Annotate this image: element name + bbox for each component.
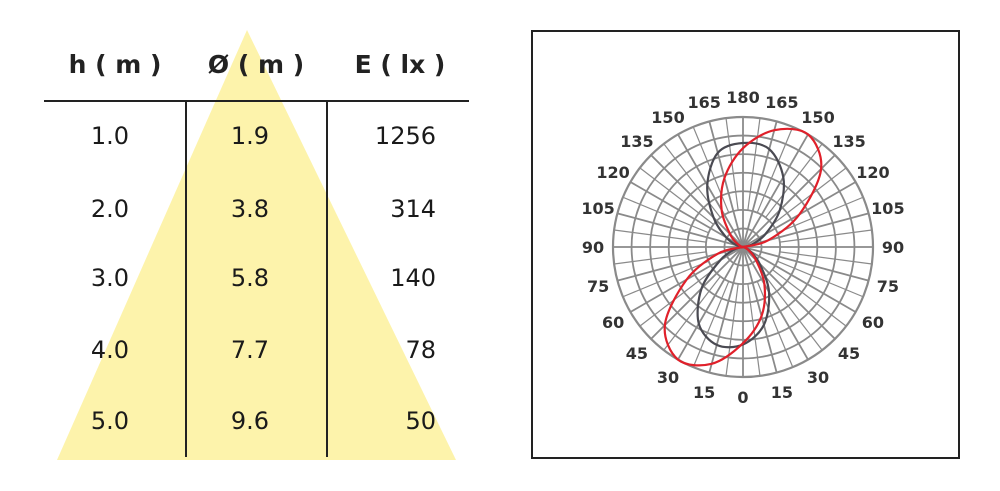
grid-spoke bbox=[614, 251, 707, 265]
polar-light-distribution: 1800165150135120105907560453015165150135… bbox=[581, 88, 904, 407]
angle-label: 165 bbox=[687, 93, 720, 112]
grid-spoke bbox=[772, 269, 847, 327]
cell-diameter: 1.9 bbox=[230, 122, 270, 150]
grid-spoke bbox=[765, 143, 823, 218]
grid-spoke bbox=[765, 276, 823, 351]
header-divider bbox=[44, 100, 469, 102]
grid-spoke bbox=[677, 246, 744, 361]
grid-spoke bbox=[777, 196, 864, 234]
angle-label: 45 bbox=[626, 344, 648, 363]
angle-label: 150 bbox=[801, 108, 834, 127]
angle-label: 105 bbox=[581, 199, 614, 218]
cell-illuminance: 1256 bbox=[374, 122, 436, 150]
angle-label: 165 bbox=[765, 93, 798, 112]
cell-height: 5.0 bbox=[90, 407, 130, 435]
grid-spoke bbox=[692, 281, 730, 368]
grid-spoke bbox=[708, 121, 744, 248]
grid-spoke bbox=[614, 229, 707, 243]
grid-spoke bbox=[663, 143, 721, 218]
grid-spoke bbox=[708, 246, 744, 373]
angle-label: 75 bbox=[587, 277, 609, 296]
angle-label: 60 bbox=[862, 313, 884, 332]
grid-spoke bbox=[692, 126, 730, 213]
grid-spoke bbox=[779, 251, 872, 265]
angle-label: 0 bbox=[737, 388, 748, 407]
header-height: h ( m ) bbox=[68, 50, 162, 79]
grid-spoke bbox=[622, 260, 709, 298]
cell-illuminance: 140 bbox=[390, 264, 436, 292]
grid-spoke bbox=[742, 154, 836, 248]
grid-spoke bbox=[663, 276, 721, 351]
grid-spoke bbox=[742, 246, 869, 282]
grid-spoke bbox=[639, 269, 714, 327]
angle-label: 90 bbox=[882, 238, 904, 257]
angle-label: 120 bbox=[596, 163, 629, 182]
angle-label: 180 bbox=[726, 88, 759, 107]
cell-height: 4.0 bbox=[90, 336, 130, 364]
cell-illuminance: 78 bbox=[405, 336, 436, 364]
grid-spoke bbox=[639, 167, 714, 225]
angle-label: 60 bbox=[602, 313, 624, 332]
angle-label: 135 bbox=[620, 132, 653, 151]
angle-label: 15 bbox=[693, 383, 715, 402]
grid-spoke bbox=[742, 246, 778, 373]
grid-spoke bbox=[742, 133, 809, 248]
cell-illuminance: 314 bbox=[390, 195, 436, 223]
angle-label: 150 bbox=[651, 108, 684, 127]
grid-spoke bbox=[650, 246, 744, 340]
grid-spoke bbox=[622, 196, 709, 234]
beam-cone bbox=[57, 30, 456, 460]
header-illuminance: E ( lx ) bbox=[354, 50, 446, 79]
cell-diameter: 7.7 bbox=[230, 336, 270, 364]
grid-spoke bbox=[747, 118, 761, 211]
grid-spoke bbox=[650, 154, 744, 248]
grid-spoke bbox=[677, 133, 744, 248]
cell-diameter: 9.6 bbox=[230, 407, 270, 435]
angle-label: 120 bbox=[856, 163, 889, 182]
cell-height: 1.0 bbox=[90, 122, 130, 150]
angle-label: 90 bbox=[582, 238, 604, 257]
grid-spoke bbox=[617, 212, 744, 248]
polar-diagram-frame bbox=[531, 30, 960, 459]
cell-height: 3.0 bbox=[90, 264, 130, 292]
angle-label: 75 bbox=[877, 277, 899, 296]
angle-label: 15 bbox=[771, 383, 793, 402]
angle-label: 30 bbox=[657, 368, 679, 387]
grid-spoke bbox=[777, 260, 864, 298]
grid-spoke bbox=[772, 167, 847, 225]
cell-diameter: 3.8 bbox=[230, 195, 270, 223]
grid-spoke bbox=[742, 246, 857, 313]
intensity-curve-c90-270 bbox=[663, 127, 823, 367]
light-beam-triangle bbox=[57, 30, 456, 460]
cell-height: 2.0 bbox=[90, 195, 130, 223]
cell-diameter: 5.8 bbox=[230, 264, 270, 292]
grid-spoke bbox=[756, 126, 794, 213]
header-diameter: Ø ( m ) bbox=[207, 50, 305, 79]
cell-illuminance: 50 bbox=[405, 407, 436, 435]
angle-label: 30 bbox=[807, 368, 829, 387]
grid-spoke bbox=[756, 281, 794, 368]
angle-label: 45 bbox=[838, 344, 860, 363]
grid-spoke bbox=[742, 121, 778, 248]
grid-spoke bbox=[779, 229, 872, 243]
angle-label: 135 bbox=[832, 132, 865, 151]
grid-spoke bbox=[725, 283, 739, 376]
grid-spoke bbox=[725, 118, 739, 211]
grid-spoke bbox=[742, 246, 809, 361]
column-divider bbox=[185, 101, 187, 457]
column-divider bbox=[326, 101, 328, 457]
angle-label: 105 bbox=[871, 199, 904, 218]
